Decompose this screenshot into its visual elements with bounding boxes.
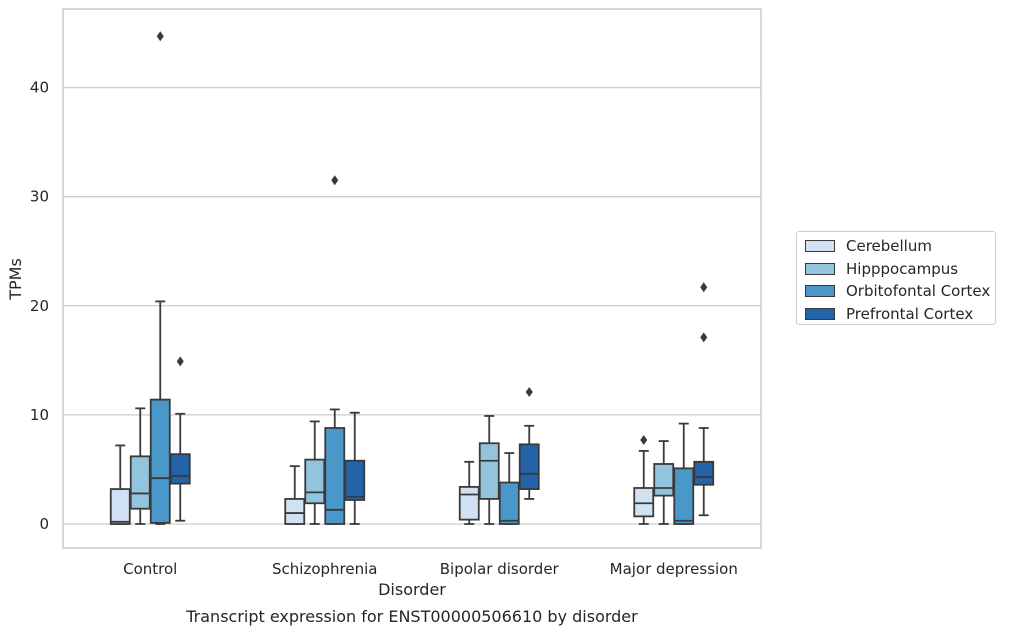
legend-swatch-cerebellum: [805, 240, 835, 252]
box: [149, 31, 171, 525]
outlier-point: [700, 332, 708, 343]
box: [478, 415, 500, 525]
box: [498, 452, 520, 525]
outlier-point: [331, 175, 339, 186]
box: [673, 422, 695, 525]
box: [304, 420, 326, 525]
legend-item-prefrontal-cortex: Prefrontal Cortex: [805, 305, 973, 323]
box-body: [284, 498, 306, 525]
plot-frame: [62, 8, 762, 549]
box-body: [344, 459, 366, 501]
box: [344, 411, 366, 525]
y-tick-label: 30: [30, 188, 49, 206]
y-tick-label: 20: [30, 297, 49, 315]
box-body: [169, 453, 191, 485]
x-tick-labels: Control Schizophrenia Bipolar disorder Majo…: [123, 560, 738, 578]
legend-label-orbitofontal-cortex: Orbitofontal Cortex: [846, 282, 991, 300]
x-tick-label: Schizophrenia: [272, 560, 377, 578]
outlier-point: [176, 356, 184, 367]
box-body: [498, 481, 520, 525]
y-tick-label: 40: [30, 79, 49, 97]
box-body: [478, 442, 500, 500]
outlier-point: [156, 31, 164, 42]
box-body: [109, 488, 131, 525]
box-body: [693, 460, 715, 486]
box: [109, 444, 131, 525]
chart-caption: Transcript expression for ENST0000050661…: [186, 607, 638, 626]
box: [653, 440, 675, 525]
box: [169, 356, 191, 522]
y-tick-label: 10: [30, 406, 49, 424]
x-tick-label: Control: [123, 560, 177, 578]
legend-swatch-prefrontal-cortex: [805, 308, 835, 320]
box-body: [324, 427, 346, 525]
y-axis-label: TPMs: [6, 258, 25, 301]
legend-item-hipppocampus: Hipppocampus: [805, 260, 958, 278]
x-tick-label: Major depression: [610, 560, 738, 578]
box: [693, 282, 715, 517]
box: [458, 460, 480, 525]
outlier-point: [700, 282, 708, 293]
x-tick-label: Bipolar disorder: [440, 560, 560, 578]
box-body: [458, 485, 480, 521]
box-body: [653, 463, 675, 497]
box-body: [129, 455, 151, 510]
box-body: [518, 443, 540, 490]
legend: Cerebellum Hipppocampus Orbitofontal Cor…: [796, 231, 996, 325]
box-body: [673, 467, 695, 525]
box-body: [304, 458, 326, 505]
box: [284, 465, 306, 525]
legend-item-cerebellum: Cerebellum: [805, 237, 932, 255]
box: [129, 407, 151, 525]
legend-label-hipppocampus: Hipppocampus: [846, 260, 959, 278]
box-body: [633, 487, 655, 518]
legend-item-orbitofontal-cortex: Orbitofontal Cortex: [805, 282, 990, 300]
legend-label-prefrontal-cortex: Prefrontal Cortex: [846, 305, 974, 323]
x-axis-label: Disorder: [378, 580, 446, 599]
outlier-point: [640, 434, 648, 445]
legend-swatch-orbitofontal-cortex: [805, 285, 835, 297]
outlier-point: [525, 386, 533, 397]
box: [633, 434, 655, 525]
legend-swatch-hipppocampus: [805, 263, 835, 275]
box: [324, 175, 346, 525]
y-tick-label: 0: [39, 515, 49, 533]
legend-label-cerebellum: Cerebellum: [846, 237, 932, 255]
box: [518, 386, 540, 500]
box-groups: [109, 31, 715, 525]
box-body: [149, 398, 171, 524]
y-tick-labels: 0 10 20 30 40: [30, 79, 49, 533]
